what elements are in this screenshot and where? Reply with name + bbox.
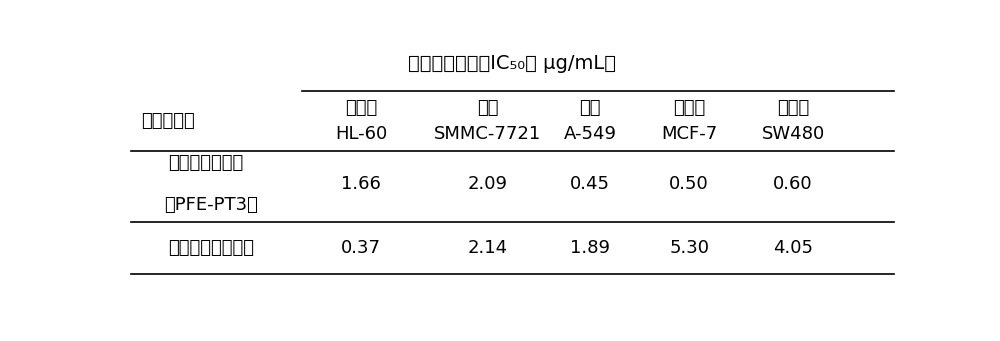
Text: （PFE-PT3）: （PFE-PT3） — [165, 196, 258, 214]
Text: HL-60: HL-60 — [335, 125, 388, 143]
Text: SW480: SW480 — [761, 125, 825, 143]
Text: 肺癌: 肺癌 — [579, 99, 601, 117]
Text: 提取物部位: 提取物部位 — [142, 112, 195, 130]
Text: 肝癌: 肝癌 — [477, 99, 498, 117]
Text: 白血病: 白血病 — [345, 99, 378, 117]
Text: 正丁醇萌取部位: 正丁醇萌取部位 — [168, 154, 244, 172]
Text: 4.05: 4.05 — [773, 239, 813, 257]
Text: 结肠癌: 结肠癌 — [777, 99, 809, 117]
Text: 5.30: 5.30 — [669, 239, 709, 257]
Text: 2.14: 2.14 — [468, 239, 508, 257]
Text: 顺铂（阳性对照）: 顺铂（阳性对照） — [168, 239, 254, 257]
Text: 0.60: 0.60 — [773, 175, 813, 193]
Text: 1.89: 1.89 — [570, 239, 610, 257]
Text: 0.45: 0.45 — [570, 175, 610, 193]
Text: 1.66: 1.66 — [341, 175, 381, 193]
Text: SMMC-7721: SMMC-7721 — [434, 125, 541, 143]
Text: 0.37: 0.37 — [341, 239, 381, 257]
Text: 2.09: 2.09 — [468, 175, 508, 193]
Text: 半数抑制浓度（IC₅₀， μg/mL）: 半数抑制浓度（IC₅₀， μg/mL） — [409, 54, 616, 73]
Text: MCF-7: MCF-7 — [661, 125, 717, 143]
Text: 乳腺癌: 乳腺癌 — [673, 99, 705, 117]
Text: 0.50: 0.50 — [669, 175, 709, 193]
Text: A-549: A-549 — [564, 125, 616, 143]
